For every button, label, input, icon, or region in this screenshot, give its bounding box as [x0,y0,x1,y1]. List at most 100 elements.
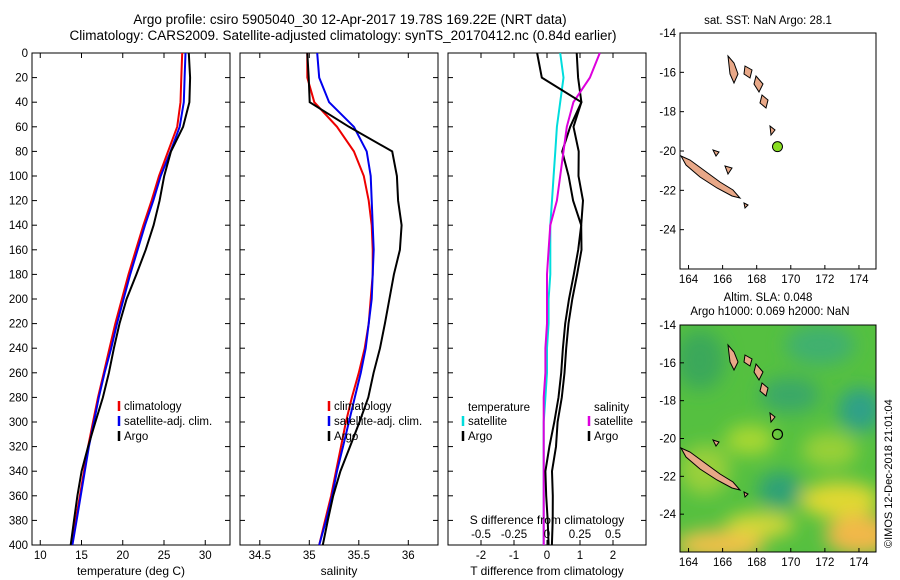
new-caledonia-island [679,154,742,199]
lon-tick-label: 172 [815,557,834,569]
small-island [743,491,749,499]
legend-label: Argo [124,431,148,443]
temperature-panel [31,52,231,546]
depth-tick-label: 80 [15,146,28,158]
legend-label: climatology [124,401,182,413]
sla-field [680,325,876,552]
t-difference-xlabel: T difference from climatology [470,564,624,578]
sla-blob [800,482,876,518]
vanuatu-island [743,65,753,79]
legend-label: satellite [468,416,507,428]
x-tick-label: 30 [199,550,212,562]
series-line-s-satellite [542,52,601,545]
lat-tick-label: -16 [659,358,676,370]
lat-tick-label: -18 [659,107,676,119]
sla-blob [802,432,858,468]
title-line-2: Climatology: CARS2009. Satellite-adjuste… [69,28,616,43]
loyalty-island [724,165,733,176]
lon-tick-label: 166 [713,557,732,569]
sla-map-title-2: Argo h1000: 0.069 h2000: NaN [690,306,849,318]
series-line-satellite [316,52,375,546]
depth-tick-label: 160 [9,245,28,257]
depth-tick-label: 380 [9,515,28,527]
legend-label: Argo [468,431,492,443]
vanuatu-island [753,74,764,94]
lat-tick-label: -14 [659,320,676,332]
depth-tick-label: 180 [9,269,28,281]
depth-tick-label: 220 [9,319,28,331]
s-difference-xlabel: S difference from climatology [470,513,625,527]
temperature-xlabel: temperature (deg C) [77,564,185,578]
difference-plot: -2 -1 0 1 2 -0.5 -0.25 0 0.25 0.5 [471,52,621,562]
salinity-panel [239,52,439,546]
salinity-xlabel: salinity [321,564,358,578]
lat-tick-label: -22 [659,471,676,483]
legend-label: satellite [594,416,633,428]
x-tick-label: 35.5 [348,550,370,562]
depth-axis: 0 20 40 60 80 100 120 140 160 180 200 220 240 260 280 3… [9,48,646,552]
x-tick-label: 2 [610,550,616,562]
lon-tick-label: 168 [747,557,766,569]
series-line-satellite [71,52,187,546]
lon-tick-label: 168 [747,274,766,286]
depth-tick-label: 400 [9,540,28,552]
sla-blob [680,330,725,390]
temperature-plot: 10 15 20 25 30 [34,52,212,562]
vanuatu-island [769,411,776,424]
lon-tick-label: 174 [849,274,869,286]
s-diff-tick-label: -0.25 [501,529,527,541]
float-position-marker [771,141,783,153]
depth-tick-label: 0 [22,48,28,60]
x-tick-label: 35 [303,550,316,562]
legend-title-salinity: salinity [594,402,629,414]
loyalty-island [712,439,720,447]
sst-map-axes: 164 166 168 170 172 174 -14 -16 -18 -20 -22 -24 [659,28,869,286]
lat-tick-label: -22 [659,185,676,197]
depth-tick-label: 240 [9,343,28,355]
depth-tick-label: 20 [15,73,28,85]
lat-tick-label: -16 [659,67,676,79]
x-tick-label: -1 [509,550,519,562]
lat-tick-label: -14 [659,28,676,40]
title-line-1: Argo profile: csiro 5905040_30 12-Apr-20… [133,12,566,27]
sla-blob [725,513,795,537]
new-caledonia-island [680,447,742,491]
depth-tick-label: 340 [9,466,28,478]
depth-tick-label: 200 [9,294,28,306]
lon-tick-label: 164 [679,274,699,286]
x-tick-label: 20 [116,550,129,562]
lat-tick-label: -20 [659,434,676,446]
x-tick-label: 0 [544,550,550,562]
legend-title-temperature: temperature [468,402,530,414]
small-island [743,202,749,210]
lon-tick-label: 166 [713,274,732,286]
x-tick-label: 1 [577,550,583,562]
legend-label: climatology [334,401,392,413]
sla-blob [838,388,876,432]
lon-tick-label: 170 [781,274,800,286]
salinity-plot: 34.5 35 35.5 36 [249,52,415,562]
vanuatu-island [759,94,769,109]
sla-map-axes: 164 166 168 170 172 174 -14 -16 -18 -20 -22 -24 [659,320,869,569]
x-tick-label: 36 [402,550,415,562]
sla-map-title-1: Altim. SLA: 0.048 [724,292,813,304]
lat-tick-label: -18 [659,396,676,408]
legend-label: Argo [334,431,358,443]
depth-tick-label: 100 [9,171,28,183]
series-line-t-argo [550,52,583,546]
depth-tick-label: 300 [9,417,28,429]
imos-watermark: ©IMOS 12-Dec-2018 21:01:04 [883,399,895,548]
float-position-marker [771,428,784,440]
vanuatu-island [727,54,739,85]
x-tick-label: 25 [158,550,171,562]
s-diff-tick-label: 0.25 [569,529,591,541]
temperature-legend: climatology satellite-adj. clim. Argo [117,401,212,443]
sla-blob [825,515,876,552]
vanuatu-island [759,382,769,397]
s-diff-tick-label: 0.5 [605,529,621,541]
depth-tick-label: 320 [9,442,28,454]
sla-blob [760,377,820,413]
sla-blob [758,472,802,508]
series-line-argo [69,52,192,546]
salinity-legend: climatology satellite-adj. clim. Argo [327,401,422,443]
